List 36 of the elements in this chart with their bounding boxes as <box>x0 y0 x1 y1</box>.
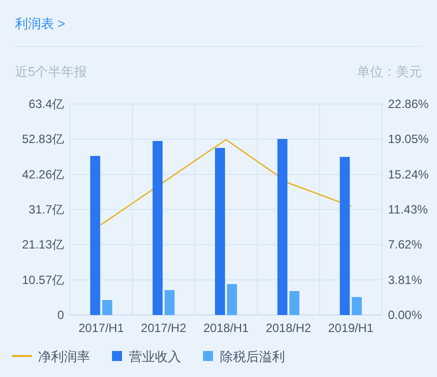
y2-tick-label: 7.62% <box>388 238 422 252</box>
y2-tick-label: 19.05% <box>388 132 430 146</box>
x-tick-label: 2017/H2 <box>140 321 187 335</box>
bar <box>289 291 300 315</box>
bar <box>102 300 112 315</box>
chart-subtitle: 近5个半年报 <box>15 64 88 79</box>
bar <box>215 148 225 315</box>
y-tick-label: 21.13亿 <box>22 238 64 252</box>
line-series <box>100 138 352 226</box>
text: 单位：美元 <box>357 64 422 79</box>
bar <box>164 290 175 315</box>
x-tick-label: 2017/H1 <box>78 321 124 335</box>
x-tick-label: 2018/H1 <box>203 321 250 335</box>
legend-label: 净利润率 <box>38 349 90 364</box>
bar <box>352 297 362 315</box>
bar <box>340 156 350 315</box>
y2-tick-label: 22.86% <box>388 97 430 111</box>
bar <box>227 284 237 315</box>
y-tick-label: 63.4亿 <box>28 97 64 111</box>
y-tick-label: 42.26亿 <box>22 167 64 182</box>
legend-label: 营业收入 <box>129 349 181 364</box>
bar <box>152 140 163 315</box>
y2-tick-label: 3.81% <box>388 272 422 287</box>
y-tick-label: 10.57亿 <box>22 272 64 287</box>
chart-title: 利润表 > <box>15 16 66 31</box>
bar <box>90 156 100 315</box>
x-tick-label: 2018/H2 <box>266 321 312 335</box>
y-tick-label: 52.83亿 <box>22 132 64 146</box>
legend-label: 除税后溢利 <box>220 349 285 364</box>
y-tick-label: 0 <box>57 308 64 322</box>
y2-tick-label: 11.43% <box>388 202 428 216</box>
x-tick-label: 2019/H1 <box>328 321 374 335</box>
y2-tick-label: 0.00% <box>388 308 422 322</box>
y2-tick-label: 15.24% <box>388 167 430 182</box>
bar <box>277 138 288 315</box>
y-tick-label: 31.7亿 <box>28 202 64 216</box>
